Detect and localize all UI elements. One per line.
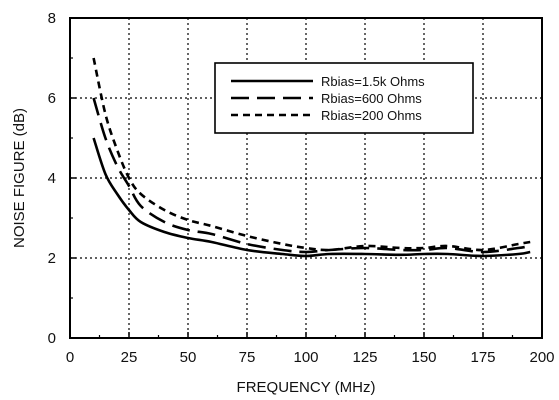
series-line-1 [92,137,531,258]
x-tick-label: 175 [470,349,495,366]
legend-label-1: Rbias=1.5k Ohms [321,74,425,89]
x-tick-label: 100 [293,349,318,366]
y-tick-label: 2 [48,250,56,267]
y-axis-title: NOISE FIGURE (dB) [11,108,28,248]
x-tick-label: 25 [121,349,138,366]
series-line-3 [92,57,531,252]
axis-ticks: 0 25 50 75 100 125 150 175 200 0 2 4 6 8 [48,10,555,366]
x-tick-label: 75 [239,349,256,366]
y-tick-label: 8 [48,10,56,27]
y-tick-label: 4 [48,170,56,187]
legend: Rbias=1.5k Ohms Rbias=600 Ohms Rbias=200 O… [214,62,474,134]
x-tick-label: 125 [352,349,377,366]
y-tick-label: 0 [48,330,56,347]
x-tick-label: 150 [411,349,436,366]
legend-label-3: Rbias=200 Ohms [321,108,422,123]
series-lines [92,57,531,258]
x-tick-label: 200 [529,349,554,366]
x-axis-title: FREQUENCY (MHz) [237,379,376,396]
series-line-2 [92,97,531,254]
y-tick-label: 6 [48,90,56,107]
x-tick-label: 50 [180,349,197,366]
x-tick-label: 0 [66,349,74,366]
legend-label-2: Rbias=600 Ohms [321,91,422,106]
